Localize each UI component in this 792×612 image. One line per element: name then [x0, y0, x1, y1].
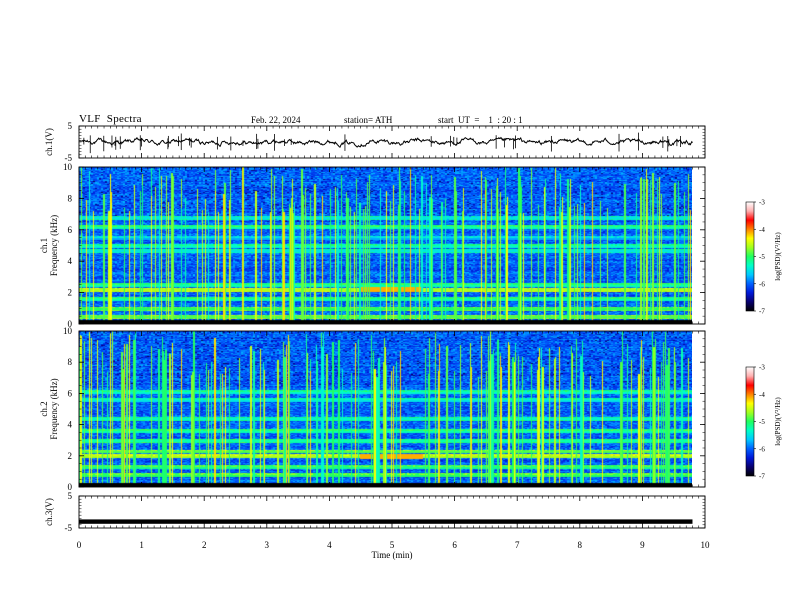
ch1-spectrogram-panel-heatmap-image: [79, 167, 692, 324]
ch3-voltage-panel-ytick-label: 5: [68, 491, 73, 501]
ch1-spectrogram-panel: 0 2 4 6 8 10 ch.1 Frequency (kHz) -3 -4 -5 -6 -7 log(…: [39, 162, 782, 329]
ch3-voltage-panel-ytick-label: -5: [65, 523, 73, 533]
ch2-spectrogram-panel: 0 2 4 6 8 10 ch.2 Frequency (kHz) -3 -4 -5 -6 -7 log(…: [39, 326, 782, 492]
start-time-label: start UT = 1 : 20 : 1: [438, 115, 523, 125]
time-tick-label: 2: [202, 540, 207, 550]
ch1-spectrogram-panel-colorbar-label: log(PSD)(V²/Hz): [774, 232, 782, 281]
ch3-voltage-panel: 5 -5 ch.3(V): [44, 491, 706, 533]
time-tick-label: 4: [327, 540, 332, 550]
ch1-spectrogram-panel-ytick-label: 6: [68, 225, 73, 235]
time-tick-label: 0: [77, 540, 82, 550]
ch1-voltage-panel-ylabel: ch.1(V): [44, 128, 54, 156]
ch2-spectrogram-panel-colorbar-tick-label: -6: [759, 445, 765, 453]
time-axis: 0 1 2 3 4 5 6 7 8 9 10 Time (min): [77, 540, 710, 560]
ch2-spectrogram-panel-colorbar-label: log(PSD)(V²/Hz): [774, 397, 782, 446]
time-tick-label: 8: [578, 540, 583, 550]
ch1-voltage-panel-xticks: [78, 126, 706, 158]
ch2-spectrogram-panel-colorbar-tick-label: -4: [759, 391, 765, 399]
time-tick-label: 3: [265, 540, 270, 550]
time-tick-label: 7: [515, 540, 520, 550]
ch1-voltage-panel-ytick-label: 5: [68, 121, 73, 131]
ch1-spectrogram-panel-ylabel-channel: ch.1: [39, 238, 49, 253]
ch3-voltage-panel-ylabel: ch.3(V): [44, 498, 54, 526]
ch2-spectrogram-panel-ytick-label: 10: [63, 326, 73, 336]
ch2-spectrogram-panel-ylabel-frequency: Frequency (kHz): [49, 378, 59, 439]
ch3-voltage-panel-xticks: [78, 496, 706, 528]
ch2-spectrogram-panel-xticks: [78, 331, 706, 487]
ch2-spectrogram-panel-colorbar-tick-label: -3: [759, 364, 765, 372]
ch2-spectrogram-panel-ytick-label: 0: [68, 482, 73, 492]
ch1-spectrogram-panel-colorbar-tick-label: -5: [759, 253, 765, 261]
ch1-voltage-panel: 5 -5 ch.1(V): [44, 121, 706, 163]
time-tick-label: 6: [452, 540, 457, 550]
ch2-spectrogram-panel-ytick-label: 4: [68, 420, 73, 430]
ch2-spectrogram-panel-ytick-label: 8: [68, 357, 73, 367]
time-axis-label: Time (min): [372, 550, 413, 560]
ch1-voltage-panel-ytick-label: -5: [65, 153, 73, 163]
time-tick-label: 10: [701, 540, 711, 550]
chart-title: VLF Spectra: [79, 113, 142, 125]
ch1-spectrogram-panel-ytick-label: 0: [68, 319, 73, 329]
ch2-spectrogram-panel-colorbar-tick-label: -5: [759, 418, 765, 426]
ch2-spectrogram-panel-ytick-label: 2: [68, 451, 73, 461]
station-label: station= ATH: [344, 115, 393, 125]
time-tick-label: 9: [640, 540, 645, 550]
ch2-spectrogram-panel-colorbar: [745, 366, 755, 477]
ch1-spectrogram-panel-ytick-label: 10: [63, 162, 73, 172]
ch1-voltage-panel-trace: [78, 136, 693, 148]
ch1-spectrogram-panel-ytick-label: 4: [68, 256, 73, 266]
time-tick-label: 1: [139, 540, 144, 550]
ch1-spectrogram-panel-colorbar-tick-label: -7: [759, 308, 765, 316]
ch1-spectrogram-panel-colorbar-tick-label: -3: [759, 199, 765, 207]
ch1-spectrogram-panel-ylabel-frequency: Frequency (kHz): [49, 215, 59, 276]
ch1-spectrogram-panel-colorbar-tick-label: -6: [759, 280, 765, 288]
ch1-spectrogram-panel-xticks: [78, 167, 706, 324]
ch3-voltage-panel-trace: [79, 519, 693, 524]
ch2-spectrogram-panel-ytick-label: 6: [68, 388, 73, 398]
ch1-spectrogram-panel-ytick-label: 2: [68, 288, 73, 298]
ch2-spectrogram-panel-ylabel-channel: ch.2: [39, 401, 49, 416]
ch2-spectrogram-panel-heatmap-image: [79, 331, 692, 487]
date-label: Feb. 22, 2024: [251, 115, 301, 125]
ch2-spectrogram-panel-colorbar-tick-label: -7: [759, 473, 765, 481]
ch1-spectrogram-panel-colorbar: [745, 201, 755, 312]
ch1-spectrogram-panel-ytick-label: 8: [68, 193, 73, 203]
ch1-spectrogram-panel-colorbar-tick-label: -4: [759, 226, 765, 234]
time-tick-label: 5: [390, 540, 395, 550]
